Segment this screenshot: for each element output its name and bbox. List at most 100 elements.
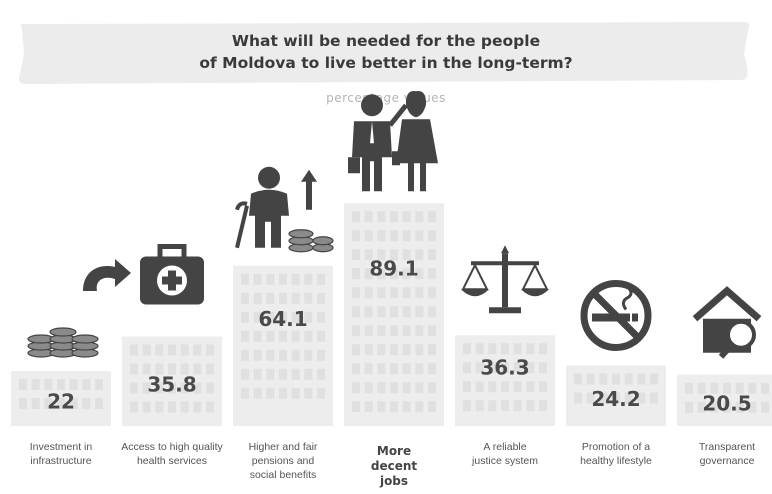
bar-window <box>475 362 484 374</box>
bar-window <box>352 287 360 299</box>
bar-window <box>526 381 535 393</box>
bar-window <box>697 401 706 413</box>
bar-window <box>31 379 40 390</box>
bar-window <box>402 325 411 337</box>
bar-window <box>377 211 386 223</box>
bar-window <box>710 401 719 413</box>
bar-window <box>761 401 769 413</box>
bar-window <box>402 211 411 223</box>
bar-window <box>415 249 424 261</box>
bar-window <box>428 325 436 337</box>
bar-window <box>193 401 202 413</box>
bar-window <box>415 344 424 356</box>
bar-window <box>279 349 287 361</box>
bars-layer: 22 35.8 64.1 89.1 36.3 24.2 20.5 <box>11 203 772 426</box>
bar-window <box>513 343 522 355</box>
bar-window <box>206 401 214 413</box>
bar-window <box>180 401 189 413</box>
bar-window <box>317 311 325 323</box>
bar-window <box>539 343 547 355</box>
category-label: More decent jobs <box>334 444 454 489</box>
bar-window <box>19 379 27 390</box>
elderly-coins-icon <box>235 166 334 253</box>
bar-window <box>685 401 693 413</box>
bar-window <box>402 306 411 318</box>
bar-window <box>352 382 360 394</box>
bar-window <box>266 349 275 361</box>
bar-window <box>463 381 471 393</box>
category-label-line: pensions and <box>251 455 315 467</box>
bar-window <box>377 344 386 356</box>
category-label: A reliable justice system <box>445 440 565 468</box>
bar-window <box>168 363 176 375</box>
bar-window <box>317 387 325 399</box>
bar-window <box>428 268 436 280</box>
bar-window <box>402 268 411 280</box>
bar-window <box>612 392 620 404</box>
bar-window <box>402 382 411 394</box>
bar-window <box>599 373 608 385</box>
bar-window <box>501 381 509 393</box>
bar-window <box>624 392 633 404</box>
bar-window <box>241 311 249 323</box>
bar-window <box>291 330 300 342</box>
bar-group: 36.3 <box>455 335 555 426</box>
bar-window <box>193 363 202 375</box>
bar-window <box>415 325 424 337</box>
bar-window <box>253 292 262 304</box>
bar-group: 22 <box>11 371 111 426</box>
bar-window <box>352 401 360 413</box>
bar-window <box>463 400 471 412</box>
bar-window <box>428 230 436 242</box>
category-label-line: Higher and fair <box>248 441 318 453</box>
category-label-line: health services <box>136 455 208 467</box>
title-banner <box>18 22 750 84</box>
category-label-line: A reliable <box>483 441 527 453</box>
bar-window <box>586 392 595 404</box>
bar-window <box>377 249 386 261</box>
chart-title-line-2: of Moldova to live better in the long-te… <box>199 54 573 72</box>
bar-window <box>352 325 360 337</box>
bar-window <box>513 381 522 393</box>
bar-window <box>526 362 535 374</box>
bar-window <box>637 392 646 404</box>
bar-window <box>475 343 484 355</box>
bar-window <box>266 311 275 323</box>
bar-window <box>501 400 509 412</box>
bar-window <box>364 325 373 337</box>
first-aid-kit-icon <box>140 244 204 305</box>
category-label: Promotion of a healthy lifestyle <box>556 440 676 468</box>
bar-window <box>69 379 78 390</box>
bar-window <box>377 325 386 337</box>
bar-window <box>317 368 325 380</box>
bar-window <box>266 387 275 399</box>
bar-window <box>304 273 313 285</box>
bar-window <box>352 306 360 318</box>
bar-window <box>735 401 744 413</box>
bar-window <box>650 373 658 385</box>
bar-window <box>180 363 189 375</box>
bar-window <box>599 392 608 404</box>
category-label-line: More <box>376 444 412 458</box>
bar-window <box>352 249 360 261</box>
category-label: Access to high quality health services <box>112 440 232 468</box>
category-label: Higher and fair pensions and social benefi… <box>223 440 343 482</box>
category-label-line: justice system <box>472 455 538 467</box>
bar-window <box>748 382 757 394</box>
bar-window <box>364 306 373 318</box>
bar-window <box>463 362 471 374</box>
bar-window <box>415 268 424 280</box>
bar-window <box>304 311 313 323</box>
bar-window <box>748 401 757 413</box>
bar-value-label: 89.1 <box>369 256 418 280</box>
bar-value-label: 24.2 <box>591 387 640 411</box>
bar-window <box>390 287 398 299</box>
bar-window <box>266 273 275 285</box>
bar-window <box>291 311 300 323</box>
bar-window <box>428 344 436 356</box>
bar-group: 35.8 <box>122 336 222 426</box>
category-label-line: healthy lifestyle <box>580 455 652 467</box>
bar-value-label: 22 <box>47 390 75 414</box>
bar-value-label: 64.1 <box>258 307 307 331</box>
